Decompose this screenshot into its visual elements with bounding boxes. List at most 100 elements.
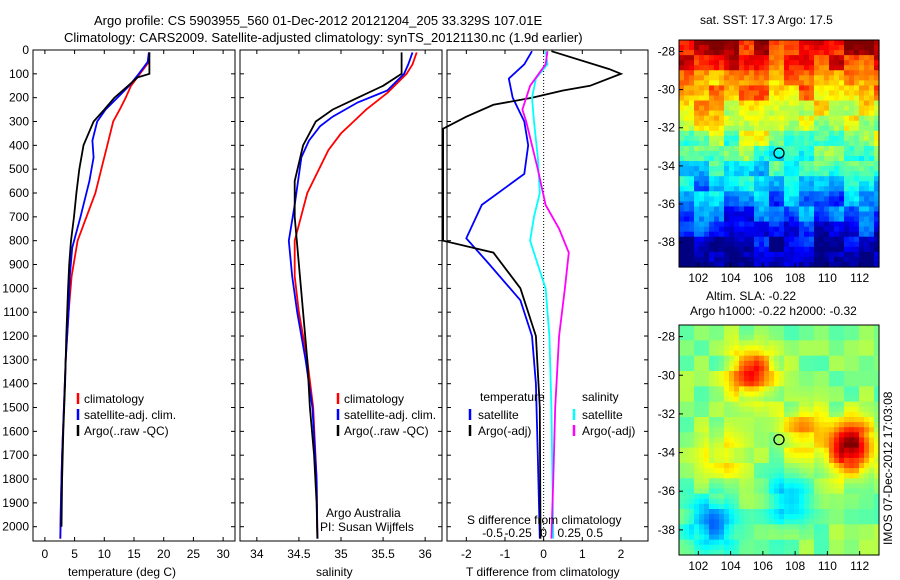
heatmap-cell xyxy=(819,196,825,203)
heatmap-cell xyxy=(804,442,810,449)
heatmap-cell xyxy=(864,231,870,238)
heatmap-cell xyxy=(874,529,880,536)
heatmap-cell xyxy=(679,391,685,398)
heatmap-cell xyxy=(874,70,880,76)
heatmap-cell xyxy=(819,130,825,137)
heatmap-cell xyxy=(789,350,795,357)
heatmap-cell xyxy=(714,406,720,413)
heatmap-cell xyxy=(864,115,870,122)
heatmap-cell xyxy=(799,145,805,152)
heatmap-cell xyxy=(859,468,865,474)
heatmap-cell xyxy=(869,524,875,531)
heatmap-cell xyxy=(819,360,825,367)
heatmap-cell xyxy=(754,391,760,398)
heatmap-cell xyxy=(779,457,785,464)
heatmap-cell xyxy=(774,90,780,97)
heatmap-cell xyxy=(719,110,725,117)
heatmap-cell xyxy=(829,115,835,122)
heatmap-cell xyxy=(724,391,730,398)
heatmap-cell xyxy=(784,105,790,112)
heatmap-cell xyxy=(764,457,770,464)
heatmap-cell xyxy=(784,345,790,352)
heatmap-cell xyxy=(714,75,720,81)
heatmap-cell xyxy=(744,261,750,268)
heatmap-cell xyxy=(719,156,725,162)
heatmap-cell xyxy=(869,186,875,192)
heatmap-cell xyxy=(864,130,870,137)
heatmap-cell xyxy=(764,125,770,132)
heatmap-cell xyxy=(764,350,770,357)
heatmap-cell xyxy=(784,442,790,449)
heatmap-cell xyxy=(789,40,795,46)
heatmap-cell xyxy=(754,105,760,112)
heatmap-cell xyxy=(754,45,760,51)
heatmap-cell xyxy=(809,161,815,167)
heatmap-cell xyxy=(804,196,810,203)
credit-line-1: Argo Australia xyxy=(326,506,401,520)
heatmap-cell xyxy=(739,166,745,172)
heatmap-cell xyxy=(694,166,700,172)
heatmap-cell xyxy=(824,125,830,132)
heatmap-cell xyxy=(784,360,790,367)
heatmap-cell xyxy=(764,411,770,418)
heatmap-cell xyxy=(804,176,810,182)
heatmap-cell xyxy=(804,140,810,147)
heatmap-cell xyxy=(804,529,810,536)
heatmap-cell xyxy=(869,539,875,546)
heatmap-cell xyxy=(804,376,810,382)
heatmap-cell xyxy=(764,231,770,238)
heatmap-cell xyxy=(809,156,815,162)
heatmap-cell xyxy=(784,401,790,408)
heatmap-cell xyxy=(764,186,770,192)
heatmap-cell xyxy=(769,534,775,541)
heatmap-cell xyxy=(784,386,790,393)
xtick-label: 20 xyxy=(157,547,171,561)
heatmap-cell xyxy=(684,196,690,203)
heatmap-cell xyxy=(709,95,715,102)
heatmap-cell xyxy=(734,90,740,97)
heatmap-cell xyxy=(694,231,700,238)
heatmap-cell xyxy=(804,534,810,541)
heatmap-cell xyxy=(729,391,735,398)
heatmap-cell xyxy=(819,401,825,408)
heatmap-cell xyxy=(779,396,785,403)
heatmap-cell xyxy=(749,65,755,71)
heatmap-cell xyxy=(824,120,830,127)
heatmap-cell xyxy=(704,60,710,66)
heatmap-cell xyxy=(744,325,750,331)
heatmap-cell xyxy=(729,447,735,454)
heatmap-cell xyxy=(694,55,700,61)
heatmap-cell xyxy=(784,201,790,208)
heatmap-cell xyxy=(794,396,800,403)
heatmap-cell xyxy=(784,181,790,187)
heatmap-cell xyxy=(749,226,755,233)
heatmap-cell xyxy=(824,150,830,157)
heatmap-cell xyxy=(794,246,800,253)
heatmap-cell xyxy=(704,381,710,387)
heatmap-cell xyxy=(874,386,880,393)
heatmap-cell xyxy=(714,40,720,46)
heatmap-cell xyxy=(754,95,760,102)
heatmap-cell xyxy=(734,40,740,46)
heatmap-cell xyxy=(679,221,685,228)
heatmap-cell xyxy=(769,345,775,352)
heatmap-cell xyxy=(839,549,845,556)
heatmap-cell xyxy=(819,365,825,372)
heatmap-cell xyxy=(754,171,760,177)
heatmap-cell xyxy=(684,65,690,71)
heatmap-cell xyxy=(764,241,770,248)
heatmap-cell xyxy=(849,391,855,398)
heatmap-cell xyxy=(749,256,755,263)
heatmap-cell xyxy=(769,396,775,403)
heatmap-cell xyxy=(704,216,710,223)
heatmap-cell xyxy=(699,549,705,556)
heatmap-cell xyxy=(844,186,850,192)
heatmap-cell xyxy=(744,335,750,341)
heatmap-cell xyxy=(774,100,780,107)
heatmap-cell xyxy=(759,539,765,546)
heatmap-cell xyxy=(739,549,745,556)
heatmap-cell xyxy=(784,211,790,218)
heatmap-cell xyxy=(739,145,745,152)
heatmap-cell xyxy=(874,85,880,92)
heatmap-cell xyxy=(734,345,740,352)
